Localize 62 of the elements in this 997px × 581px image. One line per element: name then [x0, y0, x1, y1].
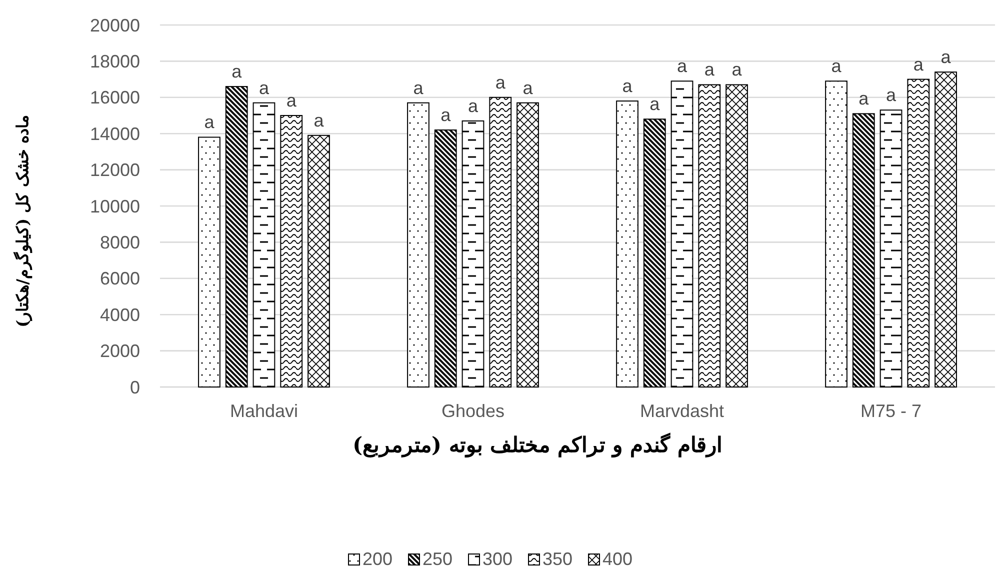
bar	[852, 113, 875, 388]
data-label: a	[232, 62, 243, 82]
bar	[616, 100, 638, 388]
x-tick-label: M75 - 7	[860, 401, 922, 421]
data-label: a	[677, 56, 688, 76]
y-tick-label: 10000	[90, 196, 140, 216]
bar	[198, 136, 220, 388]
bar	[252, 102, 276, 388]
x-tick-label: Mahdavi	[230, 401, 298, 421]
bar	[643, 118, 666, 388]
y-tick-label: 14000	[90, 124, 140, 144]
bar	[489, 96, 512, 388]
bar	[225, 86, 248, 388]
bar	[516, 102, 539, 388]
data-label: a	[286, 90, 298, 110]
bar	[698, 84, 721, 388]
data-label: a	[913, 54, 924, 74]
y-tick-label: 6000	[100, 268, 140, 289]
x-axis-title: ارقام گندم و تراکم مختلف بوته (مترمربع)	[352, 432, 722, 458]
x-tick-label: Marvdasht	[640, 401, 724, 421]
data-label: a	[940, 47, 952, 68]
y-axis-title: ماده خشک کل (کیلوگرم/هکتار)	[13, 114, 33, 328]
y-tick-label: 20000	[90, 15, 140, 36]
data-label: a	[468, 96, 479, 116]
bar	[825, 80, 848, 388]
data-label: a	[258, 78, 270, 98]
x-tick-label: Ghodes	[441, 401, 505, 421]
y-tick-label: 16000	[90, 88, 140, 108]
data-label: a	[413, 78, 424, 98]
y-tick-label: 12000	[90, 160, 140, 180]
y-tick-label: 4000	[100, 304, 140, 325]
bar	[407, 102, 430, 388]
bar	[434, 129, 457, 388]
data-label: a	[858, 88, 870, 109]
y-tick-label: 2000	[100, 341, 140, 362]
data-label: a	[204, 112, 216, 132]
data-label: a	[704, 60, 716, 80]
legend-label: 400	[602, 549, 633, 569]
bar	[462, 120, 484, 388]
data-label: a	[622, 76, 634, 96]
bar	[280, 115, 303, 388]
data-label: a	[495, 72, 506, 92]
data-label: a	[314, 110, 325, 130]
data-label: a	[886, 85, 898, 106]
y-tick-label: 18000	[90, 52, 140, 72]
bar	[726, 84, 748, 388]
legend-label: 200	[362, 549, 393, 569]
legend-label: 250	[422, 549, 453, 569]
bar	[907, 78, 930, 388]
data-label: a	[522, 78, 534, 98]
y-tick-label: 0	[130, 377, 140, 398]
data-label: a	[732, 60, 743, 80]
data-label: a	[650, 94, 661, 114]
y-tick-label: 8000	[100, 232, 140, 252]
bar	[880, 110, 902, 388]
legend-label: 300	[482, 549, 513, 569]
legend-label: 350	[542, 549, 573, 569]
data-label: a	[831, 56, 842, 76]
data-label: a	[440, 104, 452, 125]
bar	[308, 134, 330, 388]
bar	[670, 80, 694, 388]
bar	[934, 72, 957, 388]
